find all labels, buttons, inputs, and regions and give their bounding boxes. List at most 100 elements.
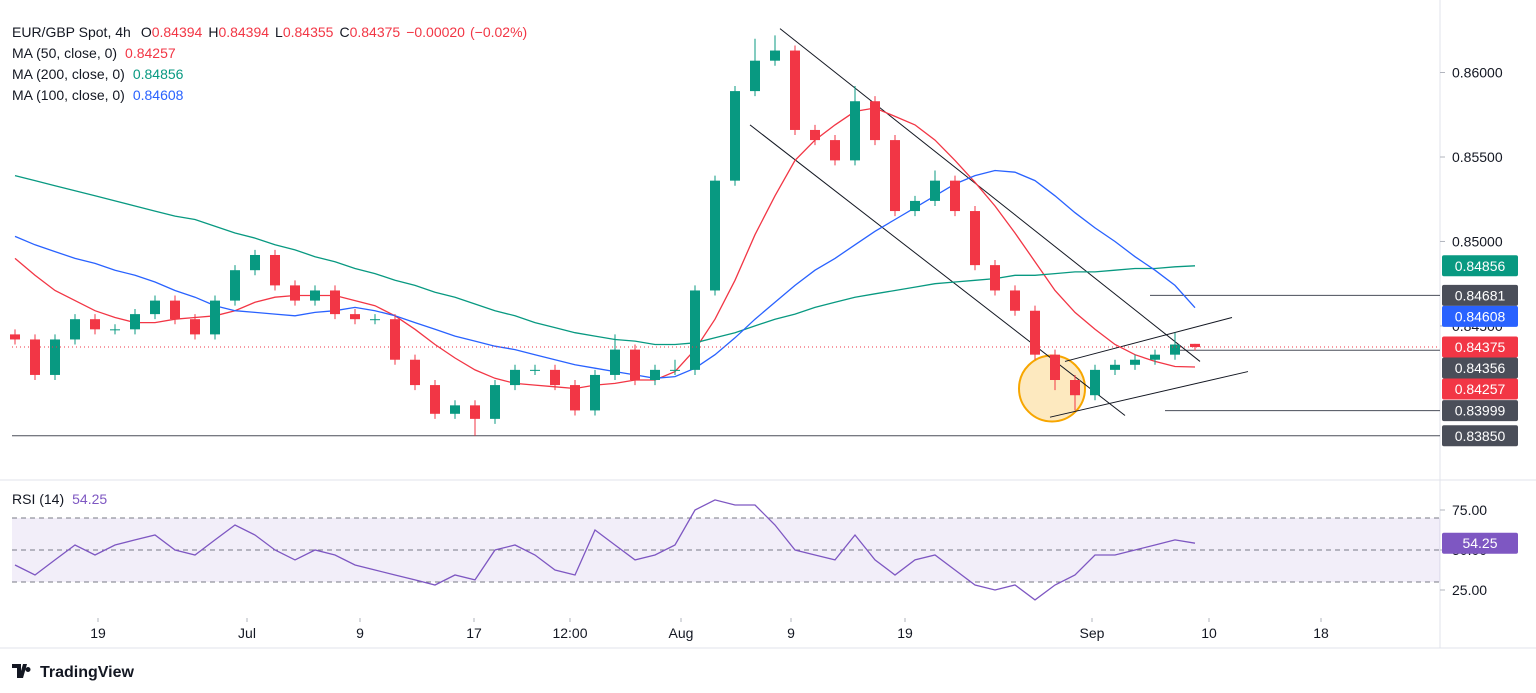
candle-body — [690, 290, 700, 370]
price-label-box — [1442, 378, 1518, 400]
candle-body — [170, 300, 180, 320]
price-label-box — [1442, 400, 1518, 422]
candle-body — [310, 290, 320, 301]
candle-body — [590, 374, 600, 411]
candle-body — [970, 211, 980, 266]
x-tick-label: Aug — [669, 625, 694, 641]
brand-name: TradingView — [40, 664, 135, 681]
candle-body — [650, 369, 660, 381]
candle-body — [410, 359, 420, 386]
candle-body — [190, 319, 200, 335]
price-label-box — [1442, 336, 1518, 358]
price-label: 0.84681 — [1455, 287, 1506, 303]
price-label-box — [1442, 305, 1518, 327]
candle-body — [670, 369, 680, 371]
candle-body — [550, 369, 560, 386]
rsi-header: RSI (14) 54.25 — [12, 491, 107, 507]
x-tick-label: 18 — [1313, 625, 1329, 641]
x-tick-label: 10 — [1201, 625, 1217, 641]
price-label-box — [1442, 532, 1518, 554]
price-label: 0.84257 — [1455, 381, 1506, 397]
x-tick-label: 19 — [90, 625, 106, 641]
trend-line — [1064, 317, 1233, 362]
candle-body — [270, 254, 280, 286]
ohlc-letter: C — [339, 24, 349, 40]
candle-body — [1090, 369, 1100, 396]
legend-entry: MA (100, close, 0) 0.84608 — [12, 87, 184, 103]
ohlc-value: 0.84394 — [152, 24, 203, 40]
ohlc-letter: O — [141, 24, 152, 40]
symbol-title: EUR/GBP Spot, 4h — [12, 24, 131, 40]
candle-body — [730, 91, 740, 181]
price-label: 0.84356 — [1455, 360, 1506, 376]
candle-body — [470, 405, 480, 419]
change: −0.00020 — [406, 24, 465, 40]
candle-body — [530, 369, 540, 371]
legend-value: 0.84257 — [125, 45, 176, 61]
y-tick-label: 0.85500 — [1452, 149, 1503, 165]
x-tick-label: 9 — [356, 625, 364, 641]
price-label: 0.84856 — [1455, 258, 1506, 274]
change-pct: (−0.02%) — [470, 24, 527, 40]
rsi-line — [14, 499, 1196, 601]
rsi-y-tick-label: 75.00 — [1452, 502, 1487, 518]
candle-body — [810, 129, 820, 141]
ohlc-letter: H — [208, 24, 218, 40]
candle-body — [110, 329, 120, 331]
price-label-box — [1442, 357, 1518, 379]
candle-body — [1110, 364, 1120, 370]
candle-body — [830, 140, 840, 161]
candle-body — [90, 319, 100, 330]
price-label: 0.84375 — [1455, 339, 1506, 355]
x-tick-label: Jul — [238, 625, 256, 641]
candle-body — [1010, 290, 1020, 311]
candle-body — [290, 285, 300, 301]
candle-body — [10, 334, 20, 340]
candle-body — [910, 200, 920, 212]
candle-body — [870, 101, 880, 141]
candle-body — [490, 385, 500, 419]
ohlc-value: 0.84375 — [350, 24, 401, 40]
candle-body — [130, 314, 140, 330]
candle-body — [930, 180, 940, 201]
price-label-box — [1442, 425, 1518, 447]
legend-name: MA (50, close, 0) — [12, 45, 117, 61]
candle-body — [1150, 354, 1160, 360]
candle-body — [210, 300, 220, 335]
candle-body — [770, 50, 780, 61]
legend-entry: MA (200, close, 0) 0.84856 — [12, 66, 184, 82]
price-label: 0.83850 — [1455, 428, 1506, 444]
price-label: 54.25 — [1462, 535, 1497, 551]
legend-value: 0.84608 — [133, 87, 184, 103]
candle-body — [230, 270, 240, 301]
candle-body — [710, 180, 720, 291]
price-label: 0.84608 — [1455, 308, 1506, 324]
candle-body — [510, 369, 520, 386]
candle-body — [370, 319, 380, 321]
candle-body — [1050, 354, 1060, 381]
x-tick-label: Sep — [1080, 625, 1105, 641]
price-label-box — [1442, 255, 1518, 277]
legend-name: MA (100, close, 0) — [12, 87, 125, 103]
candle-body — [890, 140, 900, 212]
candle-body — [70, 319, 80, 340]
candle-body — [330, 290, 340, 315]
candle-body — [1130, 359, 1140, 365]
candle-body — [950, 180, 960, 212]
candle-body — [990, 265, 1000, 291]
x-tick-label: 12:00 — [552, 625, 587, 641]
candle-body — [1030, 310, 1040, 355]
candle-body — [50, 339, 60, 375]
candle-body — [1070, 380, 1080, 396]
trend-line — [779, 28, 1201, 362]
rsi-value: 54.25 — [72, 491, 107, 507]
candle-body — [610, 349, 620, 375]
candle-body — [150, 300, 160, 315]
price-label: 0.83999 — [1455, 403, 1506, 419]
x-tick-label: 9 — [787, 625, 795, 641]
y-tick-label: 0.86000 — [1452, 65, 1503, 81]
candle-body — [390, 319, 400, 360]
